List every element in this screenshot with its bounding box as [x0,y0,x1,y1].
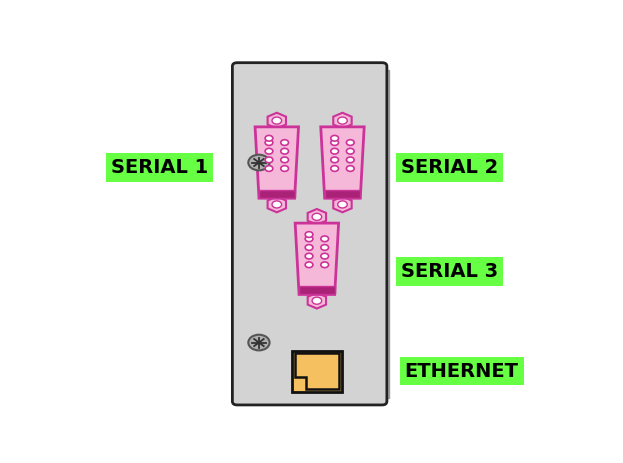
Circle shape [321,244,328,250]
Polygon shape [268,113,286,128]
Circle shape [346,166,354,171]
Circle shape [272,117,282,124]
Polygon shape [333,197,351,212]
Circle shape [346,157,354,163]
Circle shape [331,135,338,141]
Circle shape [305,236,313,242]
Circle shape [338,201,347,208]
Circle shape [249,335,270,350]
Circle shape [265,148,273,154]
Polygon shape [321,127,364,198]
Bar [378,70,389,398]
Circle shape [281,157,288,163]
Text: SERIAL 3: SERIAL 3 [401,262,498,281]
Text: SERIAL 2: SERIAL 2 [401,158,498,177]
Polygon shape [255,127,298,198]
Circle shape [312,297,321,304]
Circle shape [305,244,313,250]
FancyBboxPatch shape [232,63,387,405]
Circle shape [305,262,313,268]
Polygon shape [299,286,335,294]
Polygon shape [259,190,295,198]
Circle shape [281,140,288,145]
Circle shape [281,166,288,171]
Circle shape [281,148,288,154]
Circle shape [265,157,273,163]
Circle shape [346,148,354,154]
Polygon shape [325,190,360,198]
Circle shape [305,232,313,238]
Polygon shape [308,209,326,225]
Polygon shape [268,197,286,212]
Circle shape [338,117,347,124]
Circle shape [312,213,321,220]
Circle shape [331,157,338,163]
Text: ETHERNET: ETHERNET [405,362,519,381]
Circle shape [265,135,273,141]
Circle shape [265,166,273,171]
Circle shape [321,262,328,268]
Circle shape [265,140,273,145]
Bar [292,350,342,392]
Circle shape [321,253,328,259]
Circle shape [331,148,338,154]
Circle shape [331,140,338,145]
Circle shape [249,155,270,170]
Circle shape [321,236,328,242]
Polygon shape [295,223,339,294]
Circle shape [331,166,338,171]
Polygon shape [333,113,351,128]
Text: SERIAL 1: SERIAL 1 [112,158,209,177]
Polygon shape [308,293,326,308]
Circle shape [272,201,282,208]
Circle shape [346,140,354,145]
Circle shape [305,253,313,259]
